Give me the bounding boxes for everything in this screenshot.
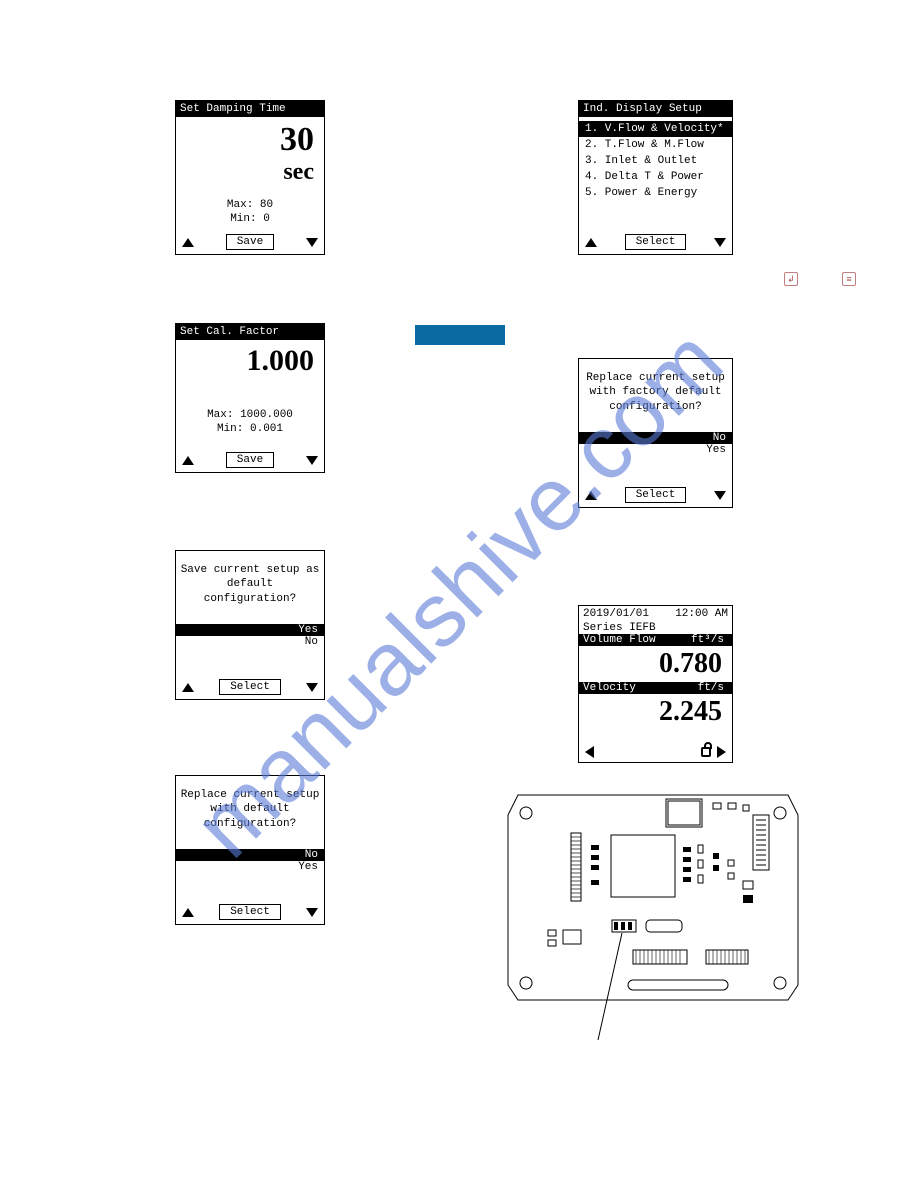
arrow-up-icon[interactable] <box>182 238 194 247</box>
question-line1: Replace current setup <box>579 371 732 385</box>
question-line3: configuration? <box>176 817 324 831</box>
option-yes[interactable]: Yes <box>579 444 732 456</box>
screen-title: Set Damping Time <box>176 101 324 117</box>
question-line3: configuration? <box>579 400 732 414</box>
screen-display-setup: Ind. Display Setup 1. V.Flow & Velocity*… <box>578 100 733 255</box>
screen-damping-time: Set Damping Time 30 sec Max: 80 Min: 0 S… <box>175 100 325 255</box>
option-no[interactable]: No <box>176 849 324 861</box>
arrow-right-icon[interactable] <box>717 746 726 758</box>
screen-replace-default: Replace current setup with default confi… <box>175 775 325 925</box>
menu-item-3[interactable]: 3. Inlet & Outlet <box>579 153 732 169</box>
arrow-down-icon[interactable] <box>714 238 726 247</box>
question-line1: Replace current setup <box>176 788 324 802</box>
select-button[interactable]: Select <box>219 679 281 695</box>
question-line2: with default <box>176 802 324 816</box>
damping-max: Max: 80 <box>176 198 324 212</box>
damping-min: Min: 0 <box>176 212 324 226</box>
question-line3: configuration? <box>176 592 324 606</box>
damping-value: 30 <box>176 121 324 159</box>
small-icon-left: ↲ <box>784 272 798 286</box>
save-button[interactable]: Save <box>226 452 274 468</box>
option-no[interactable]: No <box>176 636 324 648</box>
arrow-up-icon[interactable] <box>585 491 597 500</box>
arrow-up-icon[interactable] <box>182 456 194 465</box>
arrow-up-icon[interactable] <box>585 238 597 247</box>
series-label: Series IEFB <box>579 622 732 634</box>
question-line2: default <box>176 577 324 591</box>
menu-item-4[interactable]: 4. Delta T & Power <box>579 169 732 185</box>
screen-measurement: 2019/01/01 12:00 AM Series IEFB Volume F… <box>578 605 733 763</box>
option-yes[interactable]: Yes <box>176 861 324 873</box>
arrow-down-icon[interactable] <box>306 456 318 465</box>
row2-label: Velocity <box>583 682 636 694</box>
screen-title: Set Cal. Factor <box>176 324 324 340</box>
row2-unit: ft/s <box>694 682 728 694</box>
row2-value: 2.245 <box>579 696 732 728</box>
row1-label: Volume Flow <box>583 634 656 646</box>
select-button[interactable]: Select <box>219 904 281 920</box>
option-yes[interactable]: Yes <box>176 624 324 636</box>
cal-max: Max: 1000.000 <box>176 408 324 422</box>
menu-item-1[interactable]: 1. V.Flow & Velocity* <box>579 121 732 137</box>
small-icon-right: ≡ <box>842 272 856 286</box>
save-button[interactable]: Save <box>226 234 274 250</box>
screen-cal-factor: Set Cal. Factor 1.000 Max: 1000.000 Min:… <box>175 323 325 473</box>
date-label: 2019/01/01 <box>583 608 649 620</box>
screen-title: Ind. Display Setup <box>579 101 732 117</box>
select-button[interactable]: Select <box>625 487 687 503</box>
option-no[interactable]: No <box>579 432 732 444</box>
screen-replace-factory: Replace current setup with factory defau… <box>578 358 733 508</box>
cal-value: 1.000 <box>176 344 324 378</box>
screen-save-default: Save current setup as default configurat… <box>175 550 325 700</box>
time-label: 12:00 AM <box>675 608 728 620</box>
question-line2: with factory default <box>579 385 732 399</box>
row1-value: 0.780 <box>579 648 732 680</box>
cal-min: Min: 0.001 <box>176 422 324 436</box>
menu-item-2[interactable]: 2. T.Flow & M.Flow <box>579 137 732 153</box>
arrow-down-icon[interactable] <box>306 238 318 247</box>
menu-item-5[interactable]: 5. Power & Energy <box>579 185 732 201</box>
lock-icon <box>701 747 711 757</box>
arrow-down-icon[interactable] <box>306 908 318 917</box>
pcb-board-diagram <box>498 785 808 1045</box>
select-button[interactable]: Select <box>625 234 687 250</box>
blue-bar <box>415 325 505 345</box>
arrow-up-icon[interactable] <box>182 683 194 692</box>
arrow-down-icon[interactable] <box>714 491 726 500</box>
arrow-up-icon[interactable] <box>182 908 194 917</box>
damping-unit: sec <box>176 159 324 186</box>
arrow-left-icon[interactable] <box>585 746 594 758</box>
arrow-down-icon[interactable] <box>306 683 318 692</box>
row1-unit: ft³/s <box>687 634 728 646</box>
question-line1: Save current setup as <box>176 563 324 577</box>
